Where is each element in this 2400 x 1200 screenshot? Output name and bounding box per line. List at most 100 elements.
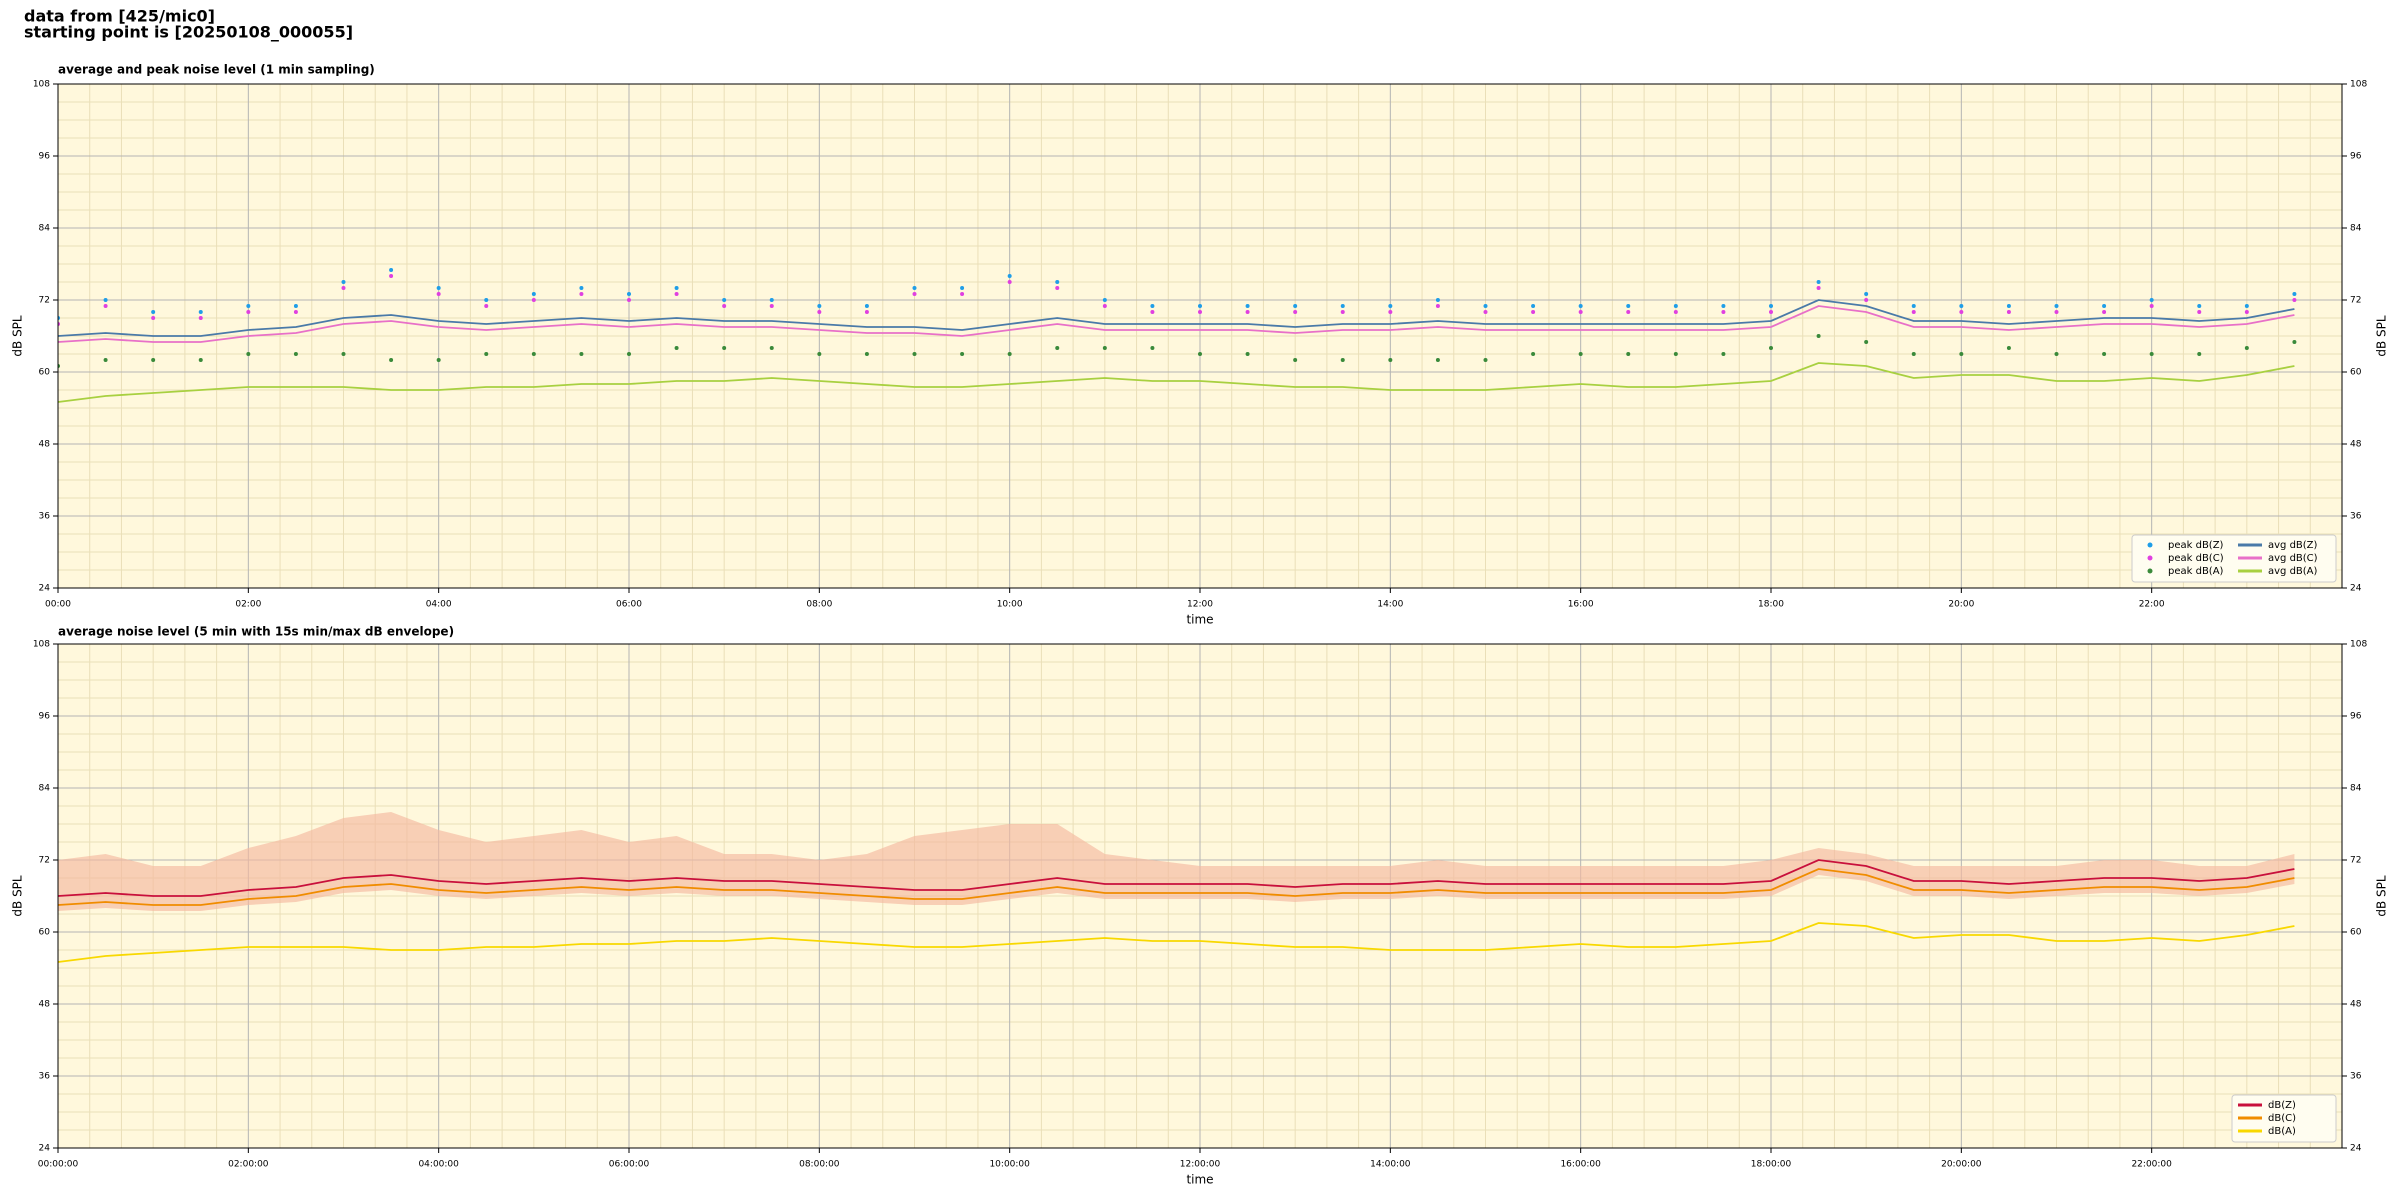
y-tick-label: 96 [39,712,51,722]
peak-dot [484,304,489,308]
peak-dot [151,358,156,362]
peak-dot [1388,358,1393,362]
peak-dot [722,304,727,308]
y-tick-label: 72 [2350,856,2361,866]
y-tick-label: 24 [39,1144,51,1154]
peak-dot [1911,310,1916,314]
x-tick-label: 08:00 [806,600,832,610]
chart-title: average and peak noise level (1 min samp… [58,63,375,77]
x-tick-label: 16:00:00 [1560,1160,1601,1170]
peak-dot [103,298,108,302]
peak-dot [1626,310,1631,314]
x-tick-label: 14:00:00 [1370,1160,1411,1170]
peak-dot [2244,304,2249,308]
x-tick-label: 14:00 [1377,600,1403,610]
peak-dot [1769,310,1773,314]
peak-dot [1293,310,1298,314]
peak-dot [1578,310,1583,314]
x-tick-label: 16:00 [1568,600,1594,610]
peak-dot [2006,304,2011,308]
y-tick-label: 60 [2350,928,2362,938]
y-axis-label: dB SPL [2375,315,2389,357]
x-tick-label: 02:00 [235,600,261,610]
peak-dot [1816,280,1821,284]
y-tick-label: 108 [33,80,50,90]
peak-dot [2292,292,2297,296]
plot-layer [58,268,2297,403]
peak-dot [2197,310,2202,314]
peak-dot [1340,304,1345,308]
plot-layer [58,812,2295,963]
peak-dot [1388,310,1393,314]
peak-dot [1150,310,1155,314]
peak-dot [722,346,727,350]
envelope-area [58,812,2295,911]
peak-dot [674,286,679,290]
peak-dot [1102,304,1107,308]
peak-dot [579,286,584,290]
y-tick-label: 24 [39,584,51,594]
peak-dot [103,304,108,308]
x-tick-label: 00:00:00 [38,1160,79,1170]
peak-dot [531,298,536,302]
y-tick-label: 108 [2350,640,2367,650]
peak-dot [1864,292,1869,296]
peak-dot [531,352,536,356]
legend-swatch [2147,542,2153,548]
peak-dot [1911,304,1916,308]
y-tick-label: 24 [2350,1144,2362,1154]
x-tick-label: 02:00:00 [228,1160,269,1170]
peak-dot [864,310,869,314]
peak-dot [1340,358,1345,362]
peak-dot [2102,352,2107,356]
x-tick-label: 12:00 [1187,600,1213,610]
x-tick-label: 22:00:00 [2131,1160,2172,1170]
y-tick-label: 72 [2350,296,2361,306]
plot-frame [57,643,2343,1149]
peak-dot [1959,304,1964,308]
peak-dot [246,352,251,356]
peak-dot [436,286,441,290]
legend-label: peak dB(Z) [2168,540,2224,551]
peak-dot [436,292,441,296]
peak-dot [817,304,822,308]
peak-dot [1959,352,1964,356]
peak-dot [817,352,822,356]
peak-dot [293,352,298,356]
peak-dot [389,358,394,362]
y-tick-label: 60 [2350,368,2362,378]
peak-dot [341,280,346,284]
peak-dot [627,292,631,296]
peak-dot [627,298,631,302]
peak-dot [1245,310,1250,314]
peak-dot [198,310,203,314]
plot-frame [57,83,2343,589]
peak-dot [1102,346,1107,350]
y-tick-label: 96 [39,152,51,162]
peak-dot [579,292,584,296]
peak-dot [1531,310,1536,314]
x-tick-label: 10:00 [997,600,1023,610]
peak-dot [2102,310,2107,314]
y-tick-label: 108 [2350,80,2367,90]
y-tick-label: 96 [2350,152,2362,162]
peak-dot [2244,346,2249,350]
peak-dot [674,346,679,350]
x-tick-label: 18:00 [1758,600,1784,610]
peak-dot [1198,310,1202,314]
peak-dot [2006,346,2011,350]
peak-dot [2197,304,2202,308]
peak-dot [674,292,679,296]
legend-box [2131,534,2337,583]
peak-dot [1578,352,1583,356]
peak-dot [198,316,203,320]
peak-dot [627,352,631,356]
peak-dot [1007,352,1012,356]
y-tick-label: 36 [2350,512,2362,522]
peak-dot [1769,304,1773,308]
peak-dot [960,286,965,290]
y-tick-label: 24 [2350,584,2362,594]
peak-dot [1531,352,1536,356]
peak-dot [389,274,394,278]
